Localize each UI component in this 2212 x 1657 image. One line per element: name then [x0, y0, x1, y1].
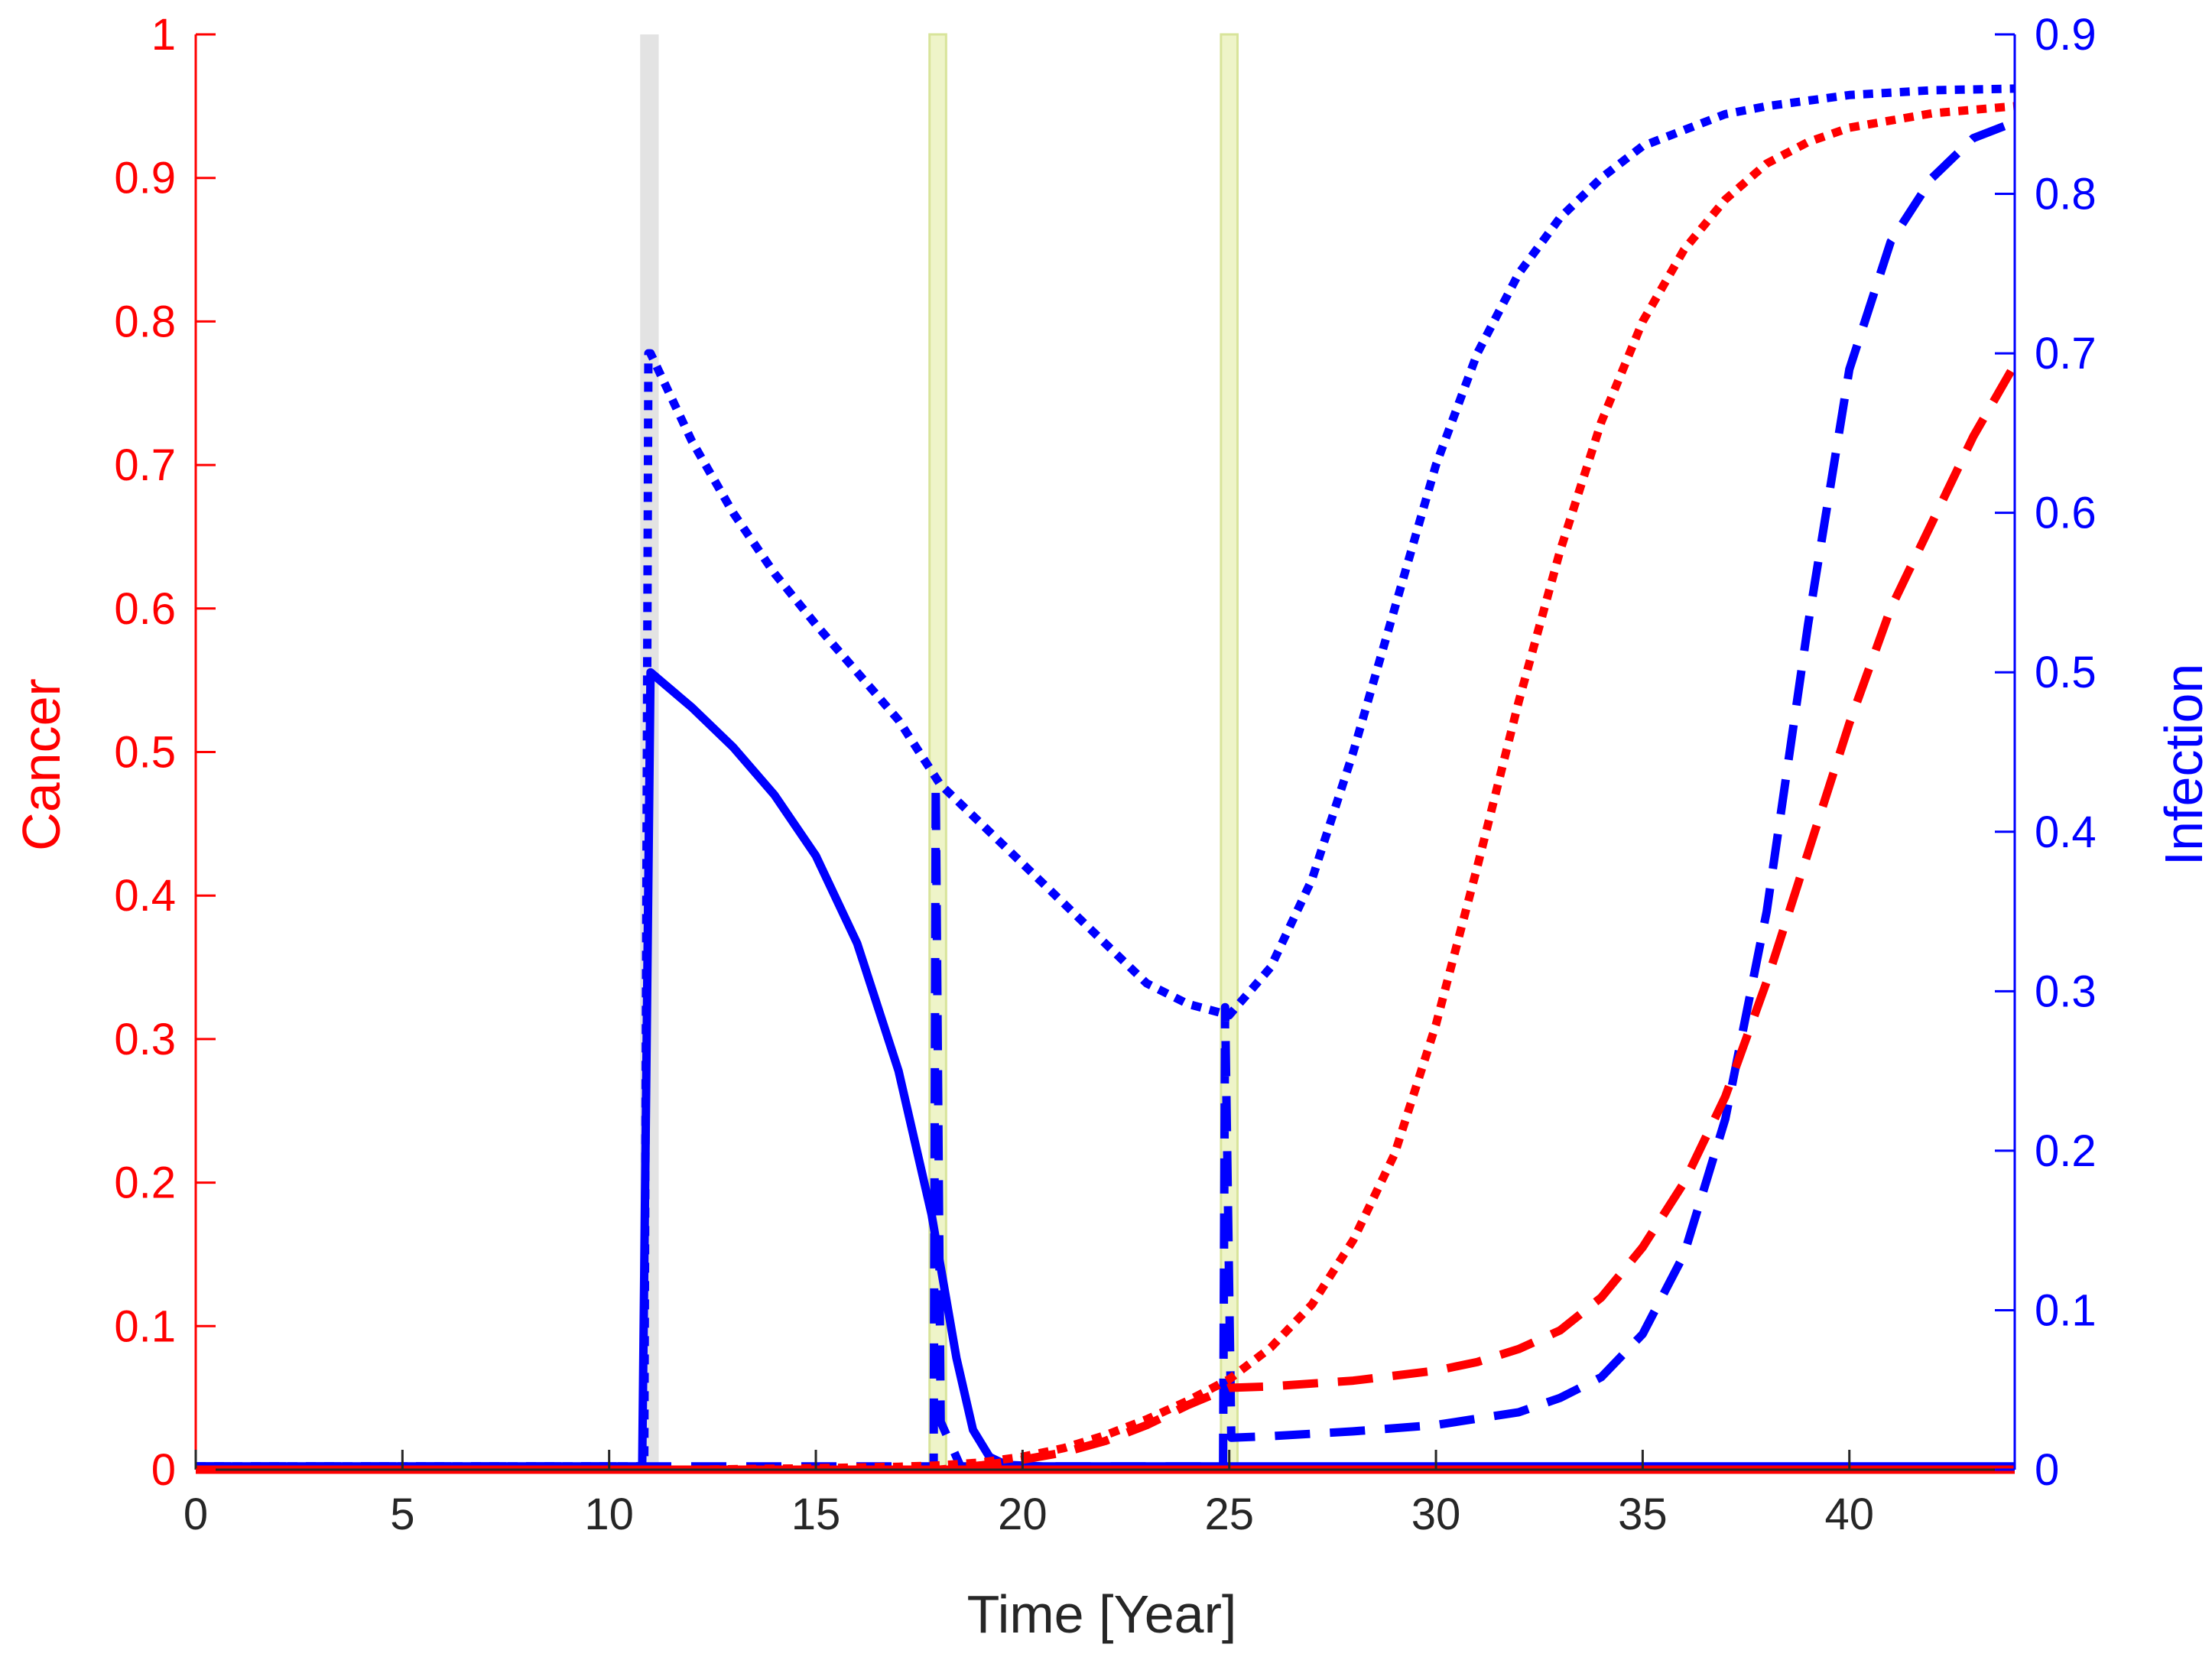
- left-tick-label: 0.1: [114, 1301, 176, 1351]
- right-tick-label: 0.2: [2035, 1126, 2097, 1176]
- x-tick-label: 25: [1204, 1490, 1254, 1539]
- highlight-bands: [640, 33, 1239, 1471]
- left-tick-label: 0.7: [114, 440, 176, 490]
- right-tick-label: 0.3: [2035, 967, 2097, 1016]
- x-tick-label: 5: [390, 1490, 414, 1539]
- left-tick-label: 0.6: [114, 584, 176, 634]
- series-infection-dotted: [196, 84, 2015, 1471]
- right-tick-label: 0.1: [2035, 1285, 2097, 1335]
- series-infection-dashed: [196, 118, 2016, 1471]
- left-tick-label: 0.5: [114, 728, 176, 778]
- series-cancer-dotted: [196, 102, 2015, 1474]
- left-tick-label: 1: [151, 10, 176, 60]
- x-tick-label: 30: [1411, 1490, 1461, 1539]
- right-tick-label: 0.9: [2035, 10, 2097, 60]
- left-tick-label: 0: [151, 1445, 176, 1495]
- series-lines: [196, 84, 2019, 1474]
- left-tick-label: 0.2: [114, 1158, 176, 1208]
- right-tick-label: 0.4: [2035, 807, 2097, 857]
- x-tick-label: 35: [1618, 1490, 1668, 1539]
- tick-labels: 0 5 10 15 20 25 30 35 4000.10.20.30.40.50.60.70.…: [114, 10, 2096, 1539]
- x-tick-label: 20: [998, 1490, 1048, 1539]
- x-tick-label: 15: [791, 1490, 841, 1539]
- x-axis-label: Time [Year]: [967, 1584, 1237, 1644]
- x-tick-label: 10: [584, 1490, 634, 1539]
- right-tick-label: 0.7: [2035, 329, 2097, 379]
- series-cancer-dashed: [196, 362, 2019, 1474]
- left-axis-label: Cancer: [11, 678, 71, 851]
- left-tick-label: 0.9: [114, 154, 176, 203]
- right-axis-label: Infection: [2154, 664, 2212, 866]
- right-tick-label: 0: [2035, 1445, 2059, 1495]
- right-tick-label: 0.6: [2035, 489, 2097, 538]
- left-tick-label: 0.3: [114, 1015, 176, 1064]
- x-tick-label: 0: [184, 1490, 208, 1539]
- left-tick-label: 0.4: [114, 871, 176, 921]
- left-tick-label: 0.8: [114, 297, 176, 346]
- band-3: [1220, 33, 1239, 1471]
- right-tick-label: 0.8: [2035, 170, 2097, 219]
- series-infection-solid: [196, 668, 2015, 1471]
- right-tick-label: 0.5: [2035, 648, 2097, 697]
- x-tick-label: 40: [1824, 1490, 1874, 1539]
- axes: [194, 33, 2016, 1471]
